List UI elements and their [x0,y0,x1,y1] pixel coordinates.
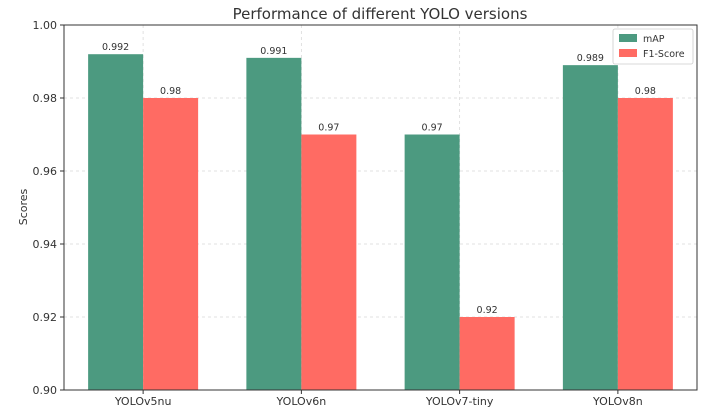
data-label: 0.98 [635,86,656,97]
bar-f1-score-yolov7-tiny [459,317,515,390]
data-label: 0.92 [477,305,498,316]
bar-f1-score-yolov6n [301,134,357,390]
legend: mAP F1-Score [612,28,694,65]
plot-frame [63,24,698,391]
bars [88,54,673,391]
y-tick-label: 0.90 [33,384,58,397]
x-tick-label: YOLOv6n [276,395,327,408]
data-label: 0.992 [102,42,129,53]
bar-map-yolov5nu [88,54,144,390]
data-labels: 0.992 0.98 0.991 0.97 0.97 0.92 0.989 0.98 [102,42,656,316]
legend-label: mAP [643,34,665,45]
bar-map-yolov8n [562,65,618,391]
data-label: 0.97 [318,123,339,134]
y-axis-label: Scores [17,188,30,225]
y-tick-label: 0.94 [33,238,58,251]
y-tick-label: 0.98 [33,92,58,105]
data-label: 0.98 [160,86,181,97]
legend-swatch [619,49,637,57]
bar-map-yolov6n [246,57,302,390]
data-label: 0.991 [260,46,287,57]
chart-title: Performance of different YOLO versions [233,5,528,23]
y-ticks: 0.90 0.92 0.94 0.96 0.98 1.00 [33,19,64,397]
x-ticks: YOLOv5nu YOLOv6n YOLOv7-tiny YOLOv8n [114,390,643,408]
data-label: 0.989 [577,53,604,64]
y-tick-label: 1.00 [33,19,58,32]
x-tick-label: YOLOv7-tiny [425,395,494,408]
bar-map-yolov7-tiny [404,134,460,390]
x-tick-label: YOLOv5nu [114,395,172,408]
legend-swatch [619,34,637,42]
data-label: 0.97 [422,123,443,134]
bar-f1-score-yolov8n [617,98,673,390]
legend-label: F1-Score [643,49,685,60]
y-tick-label: 0.96 [33,165,58,178]
y-tick-label: 0.92 [33,311,58,324]
x-tick-label: YOLOv8n [592,395,643,408]
bar-f1-score-yolov5nu [143,98,199,390]
